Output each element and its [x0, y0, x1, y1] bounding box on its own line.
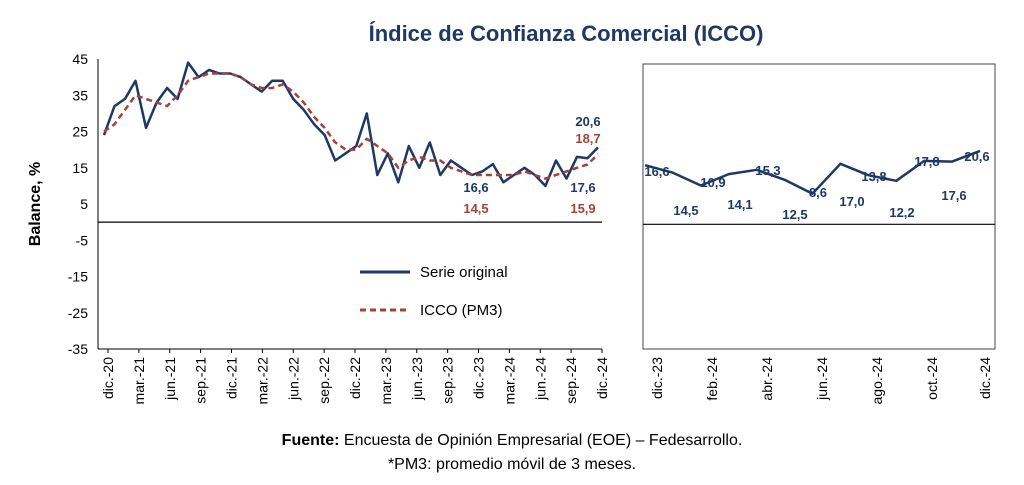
right-data-label: 20,6: [964, 149, 989, 164]
left-y-tick-label: -35: [68, 341, 88, 357]
right-serie-original-line: [644, 149, 981, 195]
right-data-label: 17,8: [914, 154, 939, 169]
right-data-label: 12,5: [782, 207, 807, 222]
right-data-label: 10,9: [700, 175, 725, 190]
chart-canvas: Índice de Confianza Comercial (ICCO) 45 3…: [27, 21, 996, 405]
serie-original-line: [102, 61, 599, 188]
right-data-label: 8,6: [809, 185, 827, 200]
left-y-tick-label: 25: [72, 124, 88, 140]
right-x-tick-label: ago.-24: [869, 357, 885, 405]
left-y-tick-label: 15: [72, 160, 88, 176]
left-x-tick-label: jun.-23: [409, 357, 425, 401]
left-y-tick-label: 35: [72, 87, 88, 103]
left-x-tick-label: mar.-21: [131, 357, 147, 405]
right-data-label: 14,5: [673, 203, 698, 218]
legend-label-icco-pm3: ICCO (PM3): [420, 302, 503, 319]
left-x-tick-label: jun.-21: [162, 357, 178, 401]
right-x-tick-label: dic.-23: [649, 357, 665, 399]
source-text: Encuesta de Opinión Empresarial (EOE) – …: [339, 432, 743, 449]
icco-pm3-line: [103, 72, 599, 180]
right-data-label: 17,0: [839, 194, 864, 209]
right-data-label: 16,6: [644, 164, 669, 179]
left-x-tick-label: dic.-22: [347, 357, 363, 399]
left-x-tick-label: dic.-23: [471, 357, 487, 399]
left-y-tick-label: 5: [80, 196, 88, 212]
right-x-tick-label: oct.-24: [924, 357, 940, 400]
left-y-axis-title: Balance, %: [27, 162, 44, 246]
data-label: 15,9: [570, 201, 595, 216]
right-panel-frame: [642, 63, 996, 350]
right-x-tick-label: jun.-24: [814, 357, 830, 401]
left-x-tick-label: dic.-21: [224, 357, 240, 399]
right-x-tick-label: abr.-24: [759, 357, 775, 401]
data-label: 14,5: [463, 201, 488, 216]
left-x-tick-label: sep.-24: [563, 357, 579, 404]
data-label: 18,7: [575, 131, 600, 146]
chart-title: Índice de Confianza Comercial (ICCO): [369, 21, 764, 46]
left-x-tick-label: jun.-22: [285, 357, 301, 401]
data-label: 17,6: [570, 180, 595, 195]
left-x-tick-label: dic.-24: [594, 357, 610, 399]
left-x-tick-label: sep.-22: [316, 357, 332, 404]
right-x-tick-label: dic.-24: [977, 357, 993, 399]
left-y-tick-label: -25: [68, 305, 88, 321]
left-y-tick-label: -15: [68, 269, 88, 285]
left-x-tick-label: mar.-24: [501, 357, 517, 405]
left-x-tick-label: sep.-21: [193, 357, 209, 404]
data-label: 20,6: [575, 114, 600, 129]
data-label: 16,6: [463, 180, 488, 195]
right-data-label: 17,6: [941, 188, 966, 203]
left-x-tick-label: mar.-23: [378, 357, 394, 405]
left-y-tick-label: -5: [76, 232, 89, 248]
right-data-label: 12,2: [889, 205, 914, 220]
right-chart-panel: 16,6 14,510,914,1 15,3 12,58,6 17,0 13,8 12,2 1…: [642, 63, 996, 405]
right-x-tick-label: feb.-24: [704, 357, 720, 401]
source-label: Fuente:: [281, 432, 340, 449]
source-note: Fuente: Encuesta de Opinión Empresarial …: [0, 432, 1024, 450]
left-chart-panel: 45 35 25 15 5 -5 -15 -25 -35 Balance, % dic.-20 mar…: [27, 51, 610, 404]
legend-label-serie-original: Serie original: [420, 264, 508, 281]
left-x-tick-label: dic.-20: [100, 357, 116, 399]
left-y-tick-label: 45: [72, 51, 88, 67]
right-data-label: 13,8: [861, 169, 886, 184]
right-data-label: 15,3: [755, 163, 780, 178]
pm3-note: *PM3: promedio móvil de 3 meses.: [387, 456, 637, 473]
right-data-label: 14,1: [727, 197, 752, 212]
left-x-tick-label: mar.-22: [254, 357, 270, 405]
left-x-tick-label: sep.-23: [440, 357, 456, 404]
left-x-tick-label: jun.-24: [532, 357, 548, 401]
